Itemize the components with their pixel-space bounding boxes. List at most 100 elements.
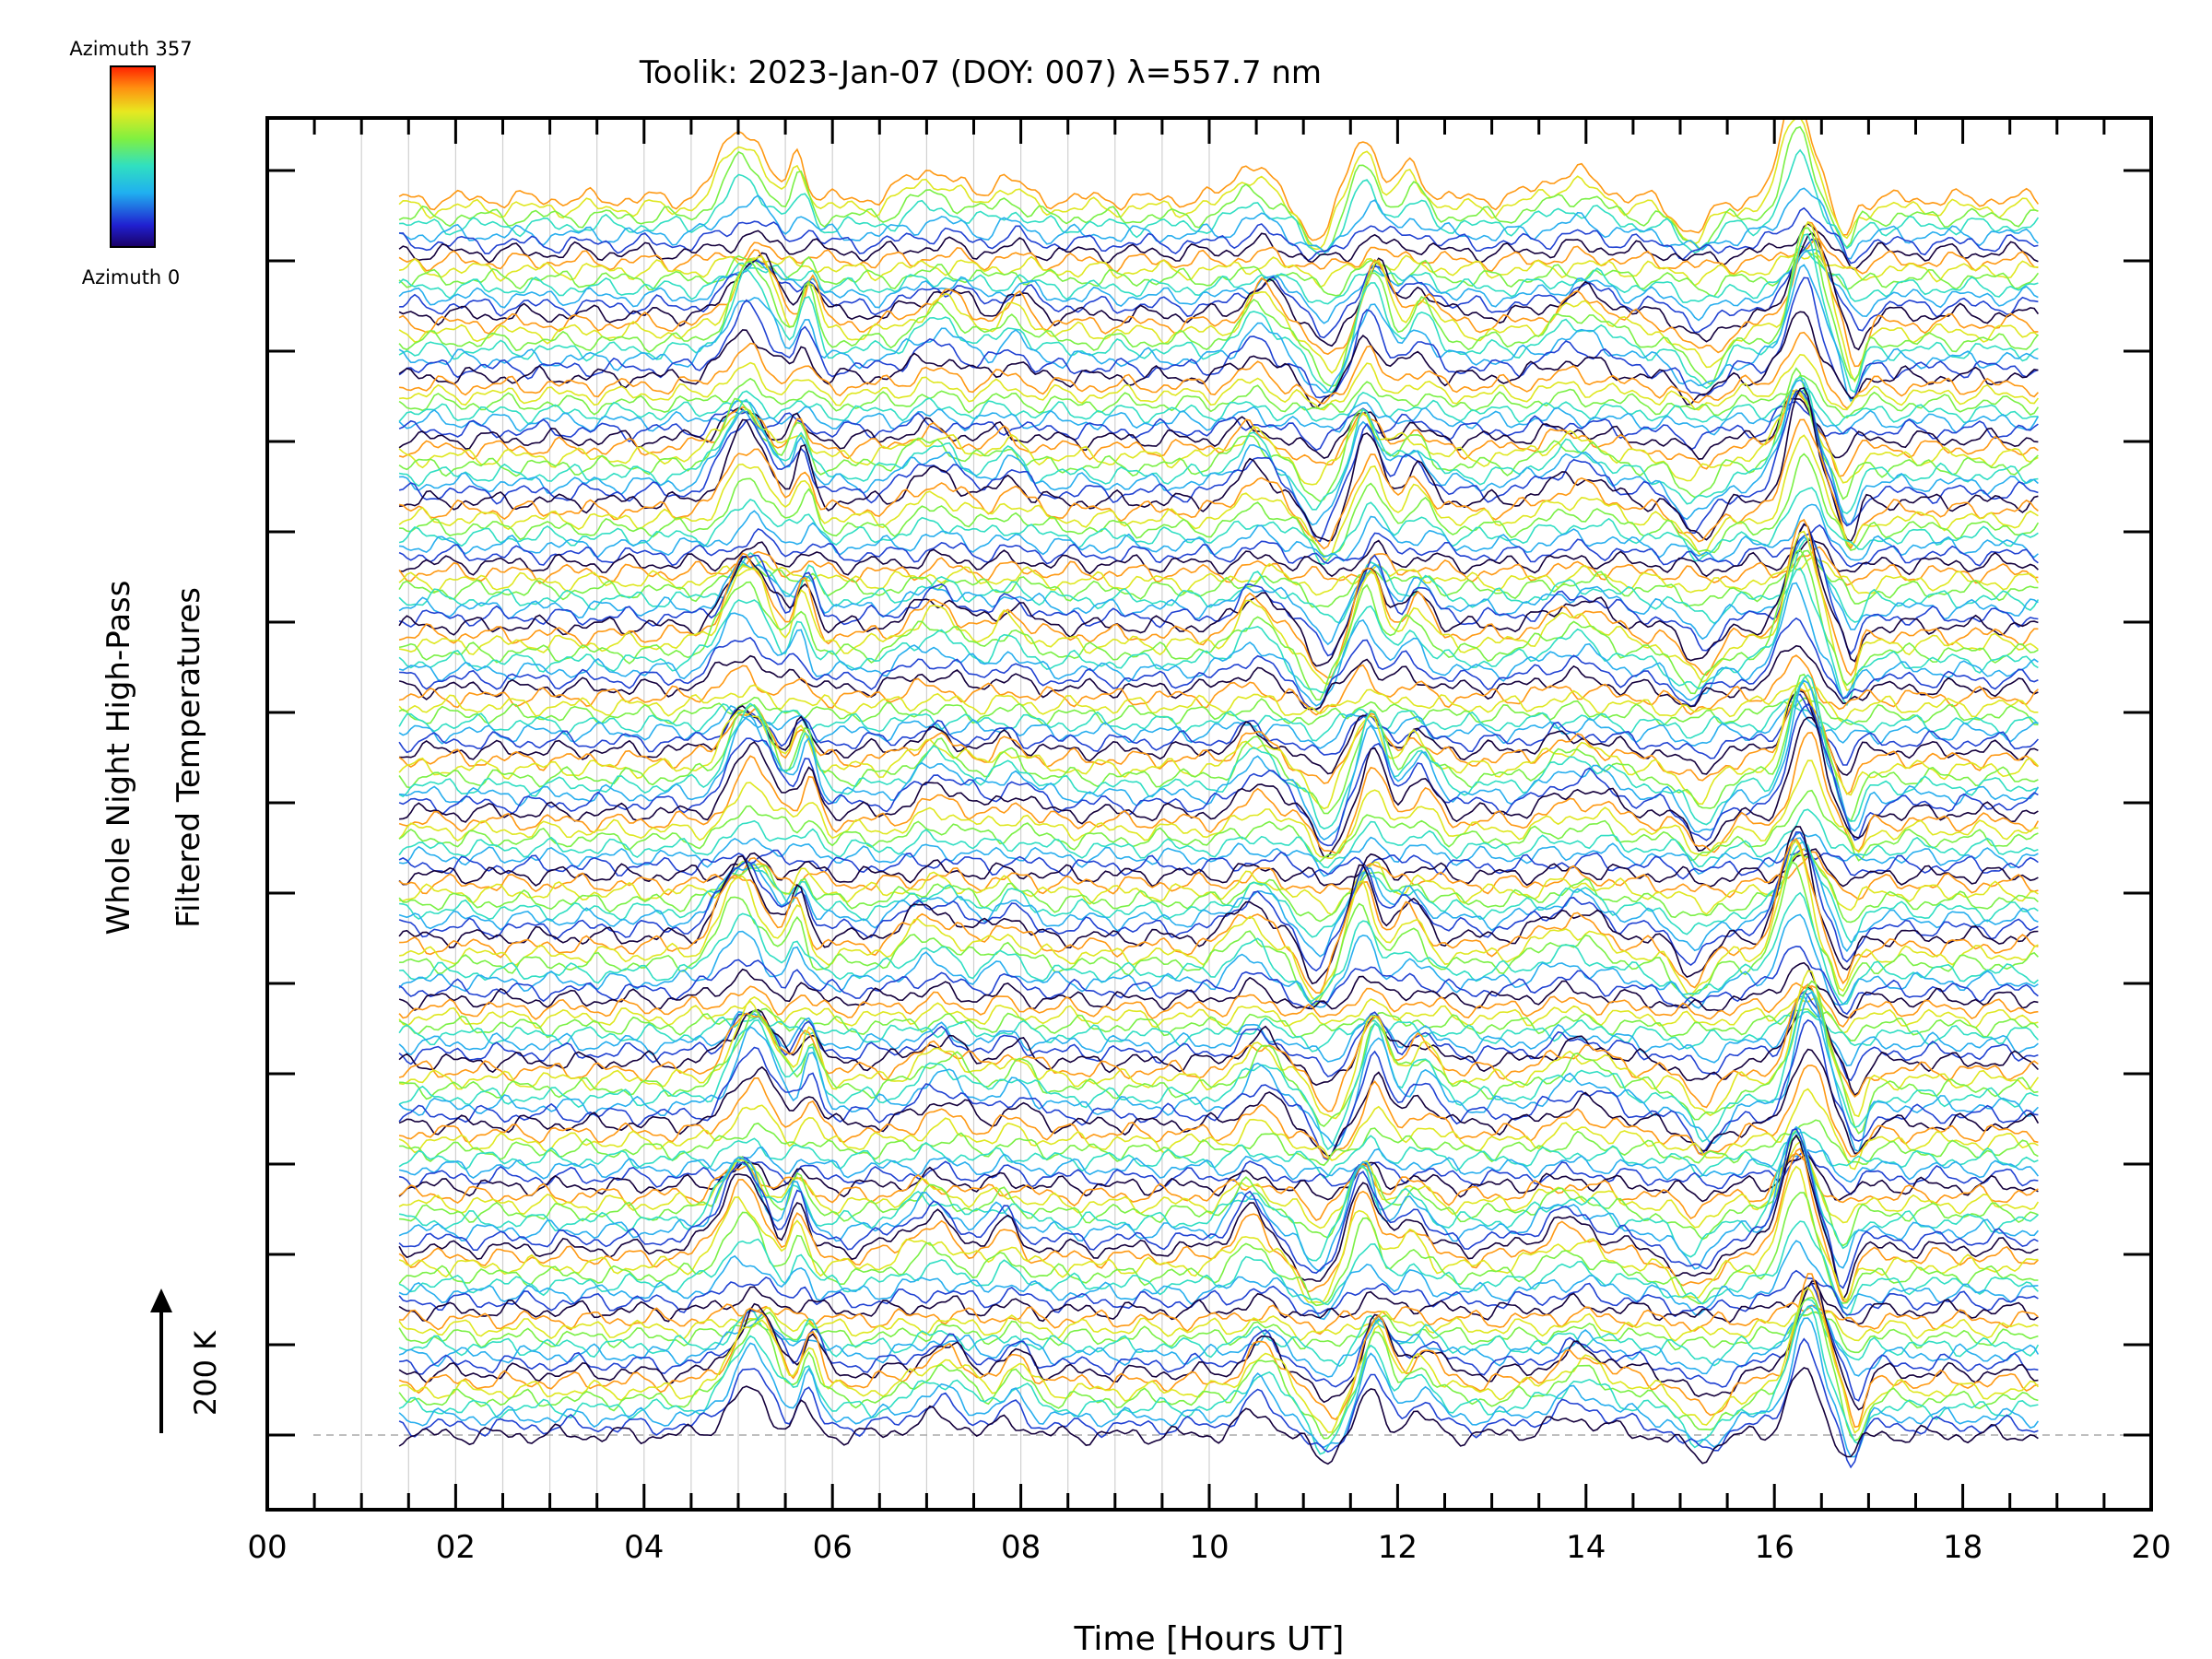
series-line [398,252,2039,288]
x-axis-label: Time [Hours UT] [1074,1620,1345,1658]
series-line [398,693,2039,766]
series-line [398,982,2039,1029]
chart-title: Toolik: 2023-Jan-07 (DOY: 007) λ=557.7 n… [639,54,1322,91]
series-line [398,1149,2039,1195]
series-line [398,808,2039,869]
series-line [399,716,2039,858]
series-line [398,732,2040,854]
x-tick-label: 00 [247,1529,287,1566]
series-line [398,703,2039,847]
series-line [398,1280,2039,1411]
series-line [398,1131,2039,1179]
series-line [398,1307,2039,1342]
series-line [398,1088,2039,1171]
series-line [398,848,2039,880]
series-line [399,453,2040,557]
series-line [398,1152,2039,1221]
series-line [398,990,2039,1082]
series-line [398,353,2040,411]
series-line [398,524,2039,568]
series-line [398,118,2040,241]
series-line [398,1367,2039,1465]
series-line [398,840,2039,1002]
series-line [398,913,2039,1009]
series-line [398,831,2039,877]
series-line [399,1065,2039,1160]
series-line [398,1007,2039,1041]
series-line [398,537,2040,625]
series-line [398,1130,2039,1262]
series-line [398,1048,2040,1158]
series-line [399,238,2039,339]
series-line [398,1240,2039,1321]
scale-bar-arrow-head [150,1288,172,1312]
series-line [398,244,2040,298]
colorbar-bottom-label: Azimuth 0 [82,266,181,288]
series-line [398,311,2039,409]
series-line [398,227,2040,388]
series-line [398,837,2039,958]
series-line [398,487,2039,565]
series-line [398,222,2039,271]
series-line [398,1311,2039,1354]
series-line [398,248,2039,305]
scale-bar-label: 200 K [188,1330,223,1416]
series-line [398,389,2039,543]
series-line [398,789,2039,863]
series-line [398,374,2040,419]
series-line [398,582,2039,707]
series-line [398,1010,2039,1053]
series-line [398,684,2039,724]
series-line [398,387,2039,428]
scale-bar: 200 K [150,1288,223,1433]
x-tick-label: 20 [2131,1529,2171,1566]
series-line [398,434,2039,562]
series-line [398,248,2039,324]
series-line [398,1154,2039,1203]
series-line [398,1165,2039,1304]
series-line [398,376,2039,515]
series-line [398,389,2039,477]
series-line [398,276,2039,400]
series-line [398,1282,2039,1325]
series-line [398,535,2039,646]
x-tick-label: 14 [1566,1529,1606,1566]
series-line [398,523,2039,657]
series-line [398,644,2039,711]
x-tick-labels: 00 02 04 06 08 10 12 14 16 18 20 [247,1529,2171,1566]
series-line [399,331,2039,410]
series-line [399,538,2039,578]
series-line [398,397,2039,460]
colorbar-gradient [110,65,156,248]
series-line [398,987,2039,1151]
series-line [399,838,2039,994]
series-line [398,1299,2040,1368]
series-line [398,530,2039,691]
series-line [398,518,2039,679]
series-line [398,1146,2040,1183]
series-line [398,1317,2040,1458]
series-line [399,1301,2039,1335]
series-line [398,853,2039,924]
series-line [399,860,2039,1006]
series-line [398,1337,2039,1469]
series-line [398,118,2039,251]
series-line [398,1134,2039,1301]
y-axis-label-line2: Filtered Temperatures [171,587,207,928]
series-line [398,945,2039,1016]
series-line [399,841,2039,944]
series-line [398,825,2039,985]
series-line [398,848,2039,916]
series-line [398,697,2039,749]
x-tick-label: 02 [436,1529,476,1566]
series-line [398,523,2039,667]
series-line [398,187,2039,260]
y-axis-label-line1: Whole Night High-Pass [100,581,137,935]
x-tick-label: 06 [813,1529,853,1566]
x-tick-label: 16 [1755,1529,1794,1566]
series-line [398,1269,2039,1318]
series-line [398,546,2039,586]
series-line [399,1135,2039,1247]
series-line [399,679,2040,841]
